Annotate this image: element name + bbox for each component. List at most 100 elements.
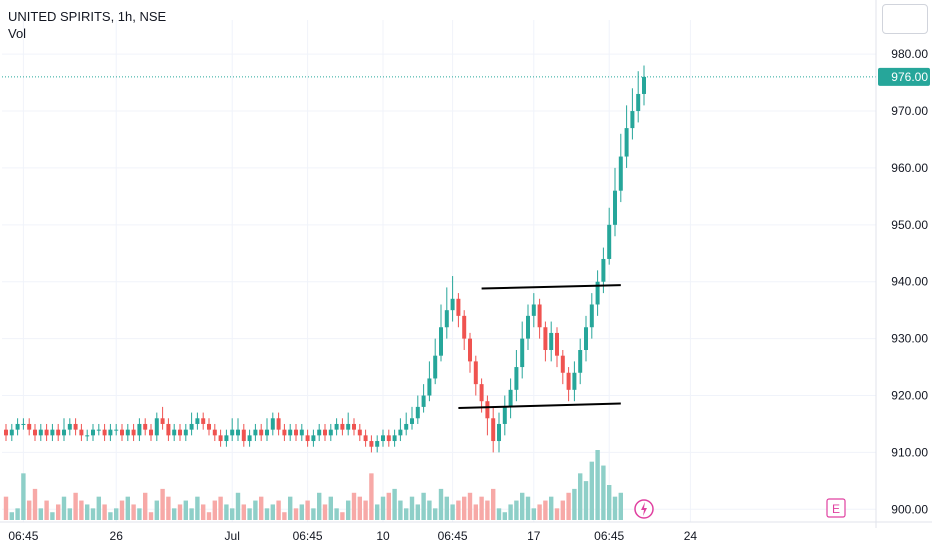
volume-bar [276,500,281,520]
volume-bar [380,496,386,520]
candle-body [73,423,78,430]
candle-body [595,281,600,305]
volume-bar [392,488,397,520]
volume-bar [322,504,328,520]
candle-body [468,338,472,362]
candle-body [15,423,20,430]
volume-bar [421,492,426,520]
scale-toggle-button[interactable] [882,4,928,34]
candle-body [531,304,536,316]
volume-bar [108,512,113,520]
candle-body [62,429,66,436]
earnings-marker [826,498,846,518]
candle-body [381,435,385,442]
volume-bar [206,512,212,520]
volume-bar [90,508,96,520]
price-axis[interactable]: 900.00 910.00 920.00 930.00 940.00 950.00 960.… [875,0,928,528]
candle-body [537,304,542,328]
candle-body [520,338,525,368]
candle-body [224,435,229,442]
price-tick-label: 950.00 [891,218,928,232]
candle-body [241,429,246,442]
candle-body [328,429,333,436]
volume-bar [496,508,502,520]
candle-body [108,429,113,436]
candle-body [178,429,182,436]
trendlines[interactable] [458,284,621,410]
volume-bar [450,504,455,520]
volume-bar [618,492,623,520]
volume-bar [32,488,38,520]
volume-bar [386,492,391,520]
candle-body [212,429,217,436]
candle-body [166,423,171,436]
candle-body [9,429,14,436]
candle-body [149,429,153,436]
candle-body [624,128,629,157]
symbol-title[interactable]: UNITED SPIRITS, 1h, NSE [8,9,167,24]
candle-body [282,429,287,436]
time-tick-label: 06:45 [8,529,38,543]
candle-body [357,429,362,436]
grid-lines [2,20,876,522]
price-tick-label: 920.00 [891,389,928,403]
candle-body [462,315,467,339]
volume-bar [537,504,542,520]
price-tick-label: 930.00 [891,332,928,346]
candle-body [555,332,559,356]
volume-bar [508,504,513,520]
volume-bar [3,496,9,520]
candle-body [427,378,432,396]
candle-body [120,429,124,436]
volume-bar [218,496,223,520]
volume-bar [50,512,55,520]
volume-bar [357,496,362,520]
price-tick-label: 940.00 [891,275,928,289]
volume-bar [114,508,119,520]
candle-body [96,429,101,431]
last-price-tag: 976.00 [878,67,930,86]
candle-body [473,361,478,385]
candle-body [195,418,200,424]
candle-body [433,355,438,379]
candle-body [50,429,55,436]
time-tick-label: 06:45 [438,529,468,543]
volume-bar [27,500,32,520]
candle-body [578,350,583,373]
candle-body [172,429,177,436]
event-markers[interactable]: E [634,498,846,519]
volume-bar [375,504,380,520]
candle-body [265,429,269,436]
volume-bar [612,496,618,520]
volume-bar [143,492,148,520]
volume-bar [264,508,270,520]
candle-body [514,367,519,390]
volume-bar [404,508,409,520]
volume-bar [270,504,275,520]
candle-body [91,429,95,436]
candle-body [317,429,322,436]
volume-bar [415,504,420,520]
volume-bar [299,504,304,520]
time-axis[interactable]: 06:45 26 Jul 06:45 10 06:45 17 06:45 24 [0,521,932,543]
volume-bar [293,508,299,520]
volume-bar [525,496,531,520]
volume-bar [282,512,287,520]
candle-body [4,429,8,436]
chart-legend: UNITED SPIRITS, 1h, NSE Vol [8,8,166,42]
candle-body [502,406,507,424]
volume-bar [520,492,525,520]
volume-indicator-label[interactable]: Vol [8,26,27,41]
volume-bar [485,500,490,520]
candle-body [79,429,84,436]
price-tick-label: 900.00 [891,502,928,516]
candle-body [288,429,293,436]
volume-bar [462,496,467,520]
candle-body [398,429,403,436]
candle-body [67,423,72,430]
candle-body [618,156,623,191]
volume-bar [554,508,560,520]
volume-bar [160,488,165,520]
volume-bar [73,492,78,520]
